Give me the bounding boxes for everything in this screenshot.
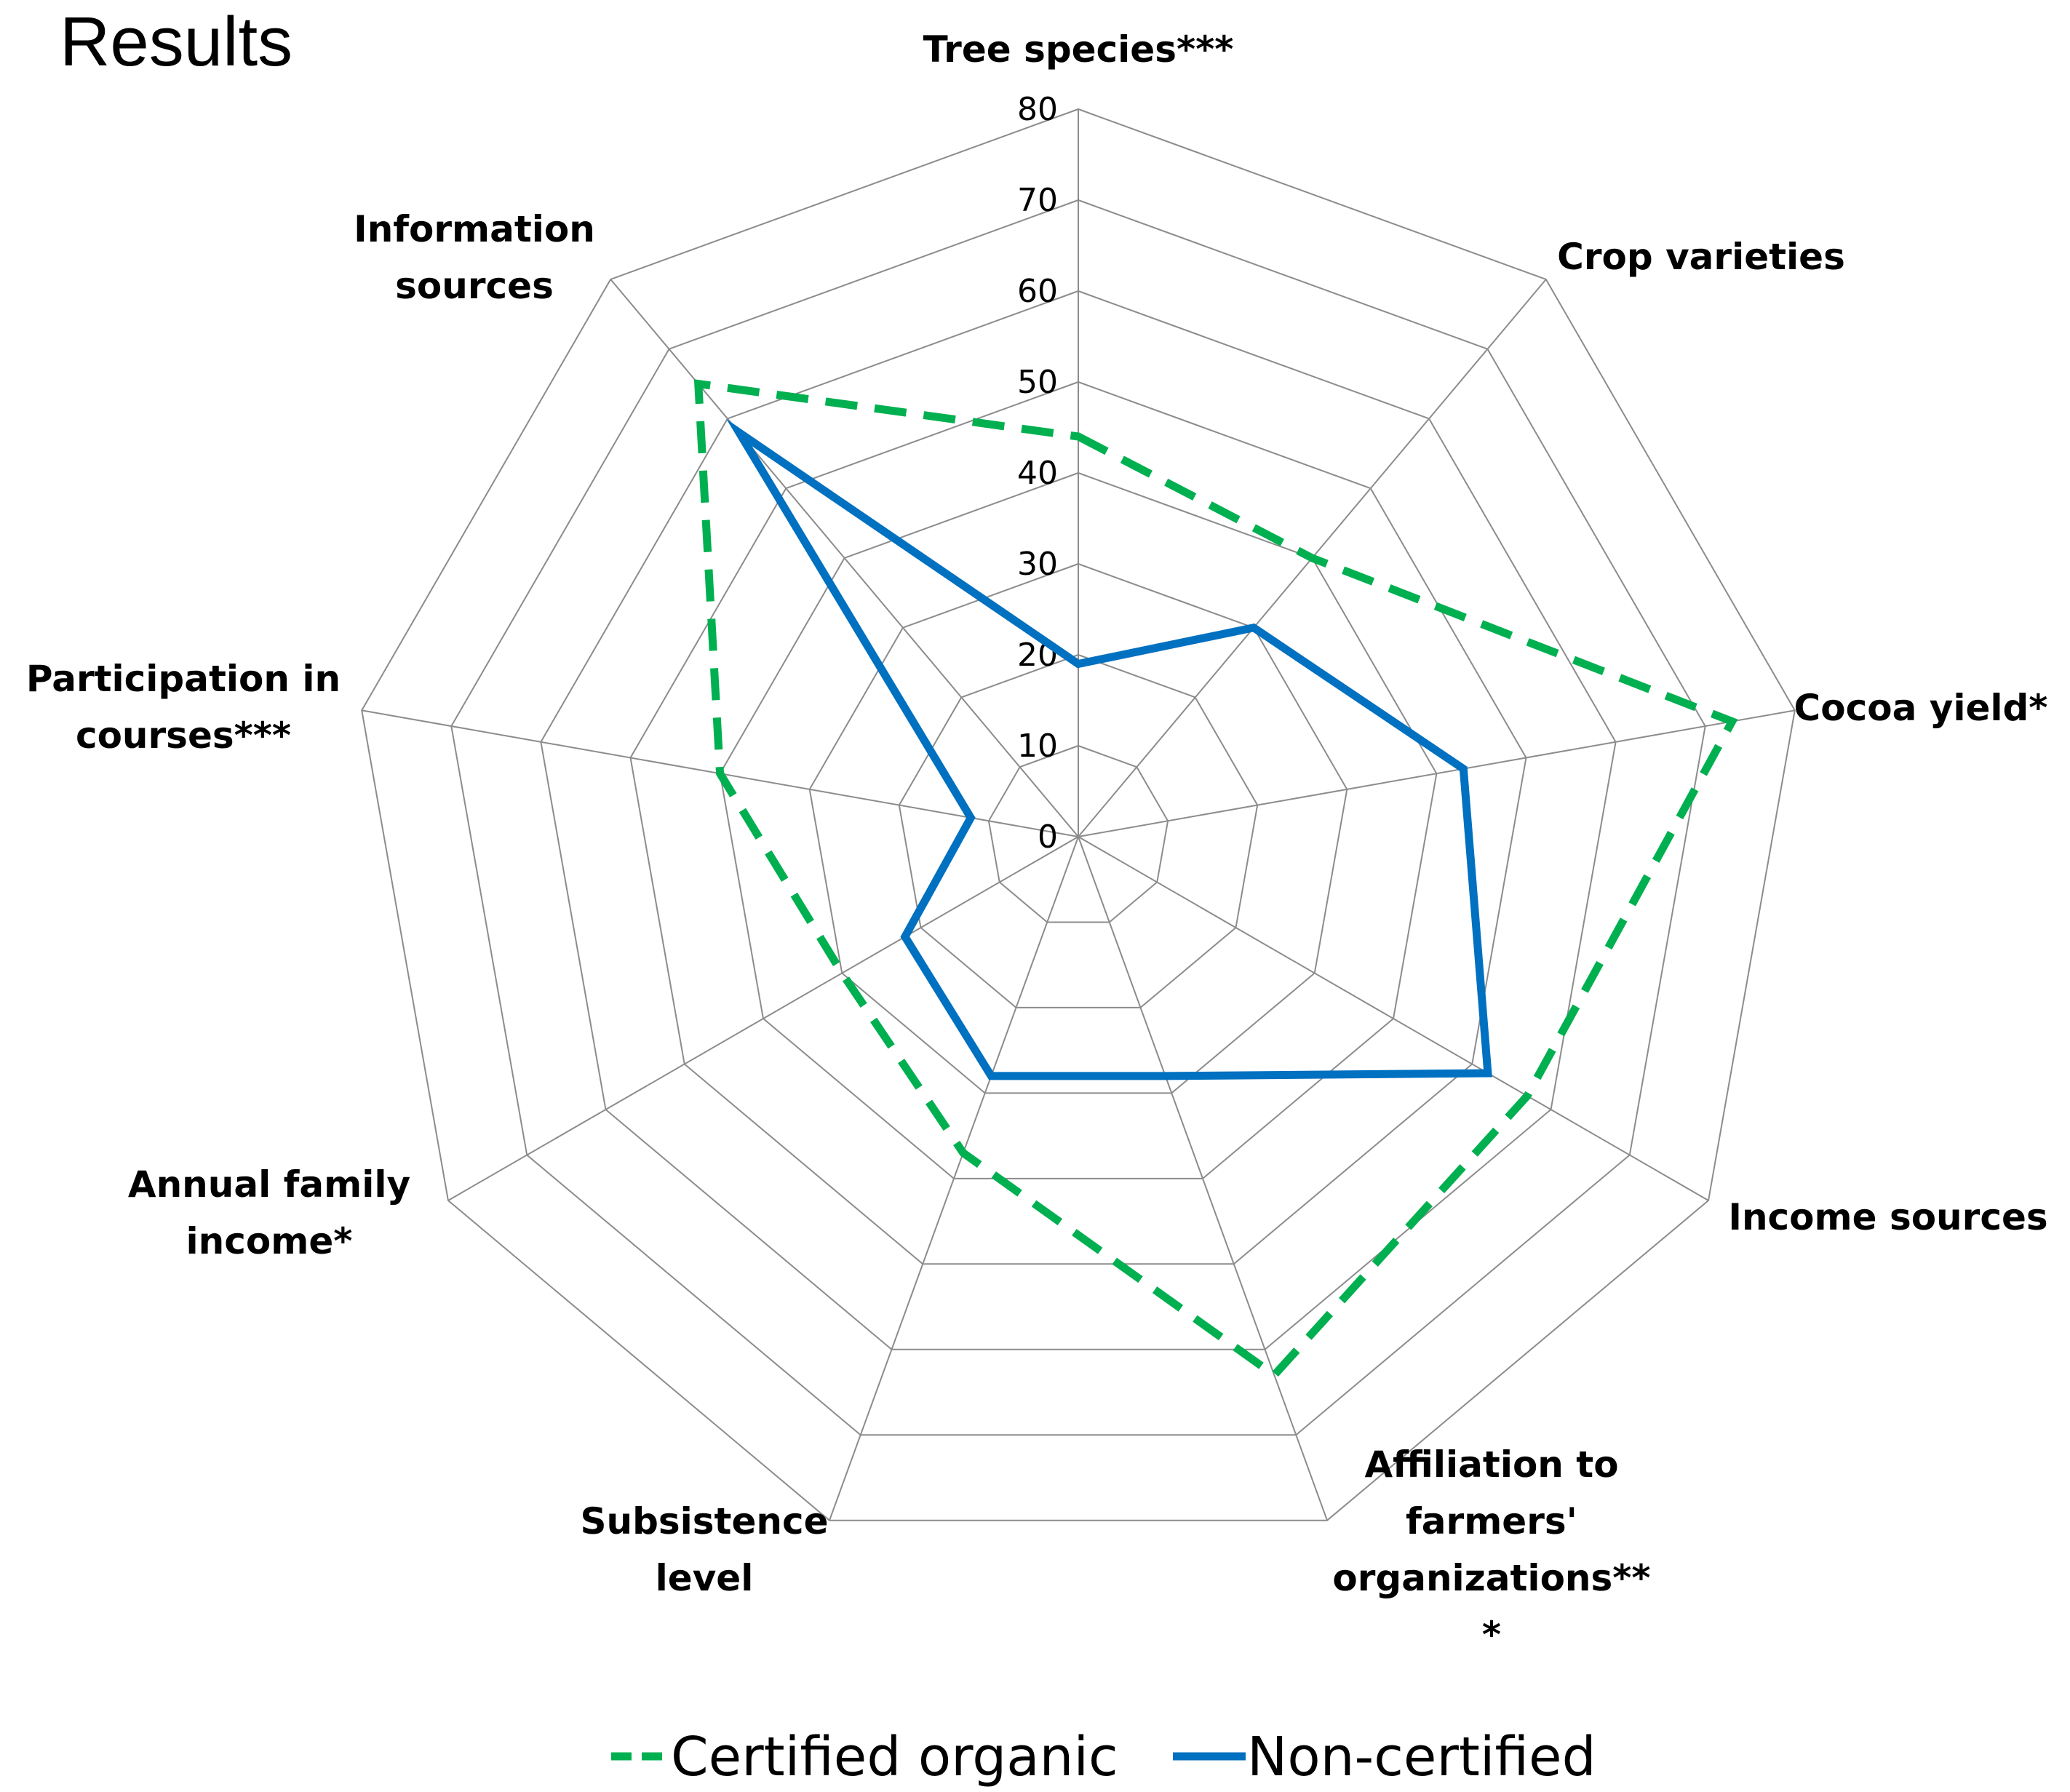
series-line-certified-organic [693, 379, 1738, 1381]
axis-labels: Tree species*** Crop varieties Cocoa yield… [26, 28, 2048, 1656]
grid-ring-40 [719, 471, 1438, 1179]
tick-label: 40 [1017, 455, 1058, 492]
tick-label: 70 [1017, 182, 1058, 219]
axis-label: Cocoa yield* [1794, 687, 2048, 729]
tick-label: 10 [1017, 728, 1058, 765]
grid-ring-70 [450, 199, 1706, 1436]
axis-label: Annual family income* [128, 1163, 410, 1262]
grid-ring-60 [540, 290, 1617, 1350]
spoke-4 [1078, 836, 1328, 1521]
axis-label: Income sources [1728, 1196, 2047, 1238]
spoke-3 [1078, 836, 1709, 1201]
spoke-2 [1078, 709, 1795, 837]
grid [361, 108, 1796, 1521]
axis-label: Subsistence level [580, 1500, 828, 1599]
series-lines [693, 379, 1738, 1381]
axis-label: Information sources [354, 208, 595, 307]
tick-label: 30 [1017, 546, 1058, 583]
tick-label: 60 [1017, 273, 1058, 310]
axis-label: Participation in courses*** [26, 658, 341, 757]
grid-ring-10 [987, 744, 1169, 923]
grid-ring-30 [808, 562, 1348, 1094]
axis-label: Crop varieties [1557, 236, 1845, 278]
legend: Certified organic Non-certified [611, 1726, 1596, 1788]
tick-label: 0 [1038, 819, 1058, 856]
grid-ring-80 [361, 108, 1796, 1521]
series-line-non-certified [726, 418, 1492, 1080]
page-heading: Results [60, 3, 293, 81]
axis-label: Affiliation to farmers' organizations** * [1332, 1443, 1650, 1656]
legend-label: Non-certified [1247, 1726, 1596, 1788]
spoke-6 [447, 836, 1079, 1201]
spoke-5 [829, 836, 1079, 1521]
tick-label: 80 [1017, 91, 1058, 128]
legend-label: Certified organic [671, 1726, 1118, 1788]
spoke-8 [610, 279, 1079, 837]
axis-label: Tree species*** [923, 28, 1234, 71]
tick-label: 50 [1017, 364, 1058, 401]
